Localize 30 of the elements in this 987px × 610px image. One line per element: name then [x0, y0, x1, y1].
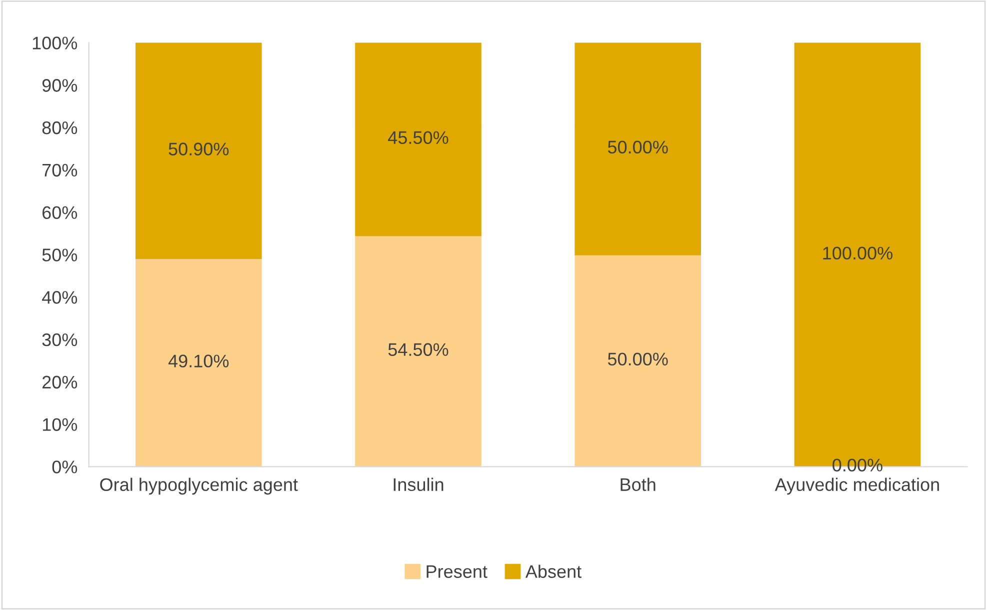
y-tick-label: 70%	[42, 164, 78, 177]
y-tick-label: 60%	[42, 206, 78, 219]
data-label: 100.00%	[823, 246, 892, 260]
data-label: 45.50%	[388, 131, 448, 144]
y-tick-label: 10%	[42, 418, 78, 431]
data-label: 49.10%	[168, 354, 229, 368]
x-tick-label: Ayuvedic medication	[774, 478, 939, 495]
x-tick-label: Both	[620, 478, 656, 492]
bar	[574, 42, 701, 256]
x-tick-label: Insulin	[394, 478, 444, 492]
y-tick-label: 40%	[42, 291, 78, 304]
legend-label: Absent	[525, 564, 582, 578]
x-tick-label: Oral hypoglycemic agent	[100, 478, 298, 495]
y-tick-label: 0%	[52, 460, 78, 474]
bar	[135, 42, 262, 260]
y-tick-label: 20%	[42, 376, 78, 389]
bar	[355, 235, 482, 467]
data-label: 50.90%	[168, 142, 229, 156]
bar	[574, 254, 701, 467]
y-tick-label: 30%	[42, 333, 78, 346]
bar	[355, 42, 482, 236]
bar	[135, 258, 262, 467]
legend-label: Present	[426, 565, 488, 578]
y-tick-label: 50%	[42, 248, 78, 262]
y-tick-label: 90%	[42, 79, 78, 92]
data-label: 54.50%	[388, 343, 448, 356]
data-label: 50.00%	[608, 140, 668, 154]
y-tick-label: 80%	[42, 121, 78, 134]
y-tick-label: 100%	[32, 36, 78, 50]
data-label: 50.00%	[608, 352, 668, 366]
